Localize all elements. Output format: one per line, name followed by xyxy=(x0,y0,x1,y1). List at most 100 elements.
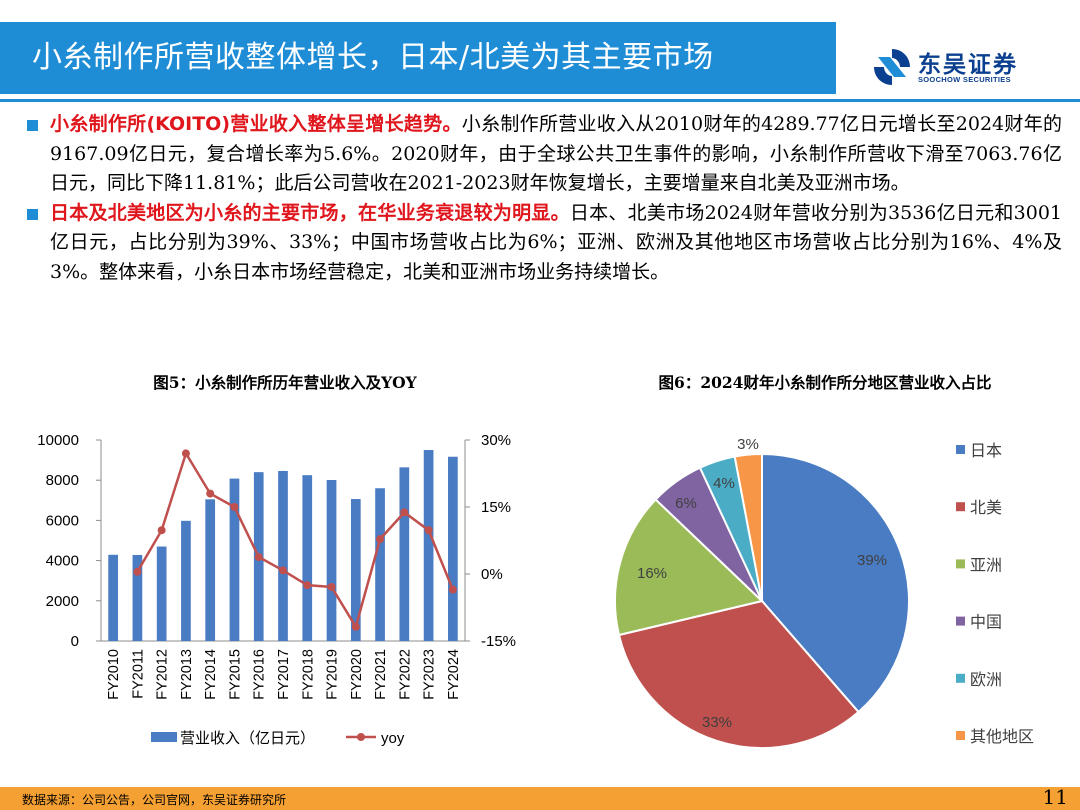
y-right-tick-label: 30% xyxy=(481,432,511,449)
revenue-bar xyxy=(278,470,288,641)
pie-slice-6 xyxy=(733,452,763,602)
yoy-point xyxy=(400,508,409,517)
revenue-bar xyxy=(399,467,410,641)
paragraph-body: 日本、北美市场2024财年营收分别为3536亿日元和3001亿日元，占比分别为3… xyxy=(50,201,1062,283)
revenue-bar xyxy=(423,450,434,641)
logo-name: 东吴证券 xyxy=(918,52,1018,78)
paragraph-highlight: 小糸制作所(KOITO)营业收入整体呈增长趋势。 xyxy=(50,113,462,135)
legend-marker-yoy xyxy=(357,733,365,741)
x-tick-label: FY2023 xyxy=(422,649,438,700)
pie-slice-3 xyxy=(614,498,765,637)
x-tick-label: FY2018 xyxy=(300,649,316,700)
square-bullet-icon xyxy=(27,208,38,220)
yoy-point xyxy=(181,449,190,458)
paragraph-body: 小糸制作所营业收入从2010财年的4289.77亿日元增长至2024财年的916… xyxy=(50,113,1062,194)
yoy-point xyxy=(254,553,263,562)
yoy-point xyxy=(327,582,336,591)
y-right-tick-label: -15% xyxy=(481,633,516,650)
revenue-bar xyxy=(326,479,337,641)
paragraph-revenue: 小糸制作所(KOITO)营业收入整体呈增长趋势。小糸制作所营业收入从2010财年… xyxy=(22,110,1062,199)
yoy-point xyxy=(230,503,239,511)
legend-swatch-revenue xyxy=(151,732,177,742)
x-tick-label: FY2016 xyxy=(252,649,268,700)
revenue-bar xyxy=(375,488,385,641)
legend-label-revenue: 营业收入（亿日元） xyxy=(180,730,315,747)
footer-bar: 数据来源：公司公告，公司官网，东吴证券研究所 11 xyxy=(0,785,1080,810)
yoy-line xyxy=(136,450,455,630)
x-tick-label: FY2015 xyxy=(227,649,243,700)
pie-data-label: 33% xyxy=(702,714,732,731)
y-left-tick-label: 0 xyxy=(71,633,79,650)
pie-legend-swatch xyxy=(956,616,965,626)
revenue-bar xyxy=(229,478,240,641)
pie-data-label: 39% xyxy=(857,552,887,569)
pie-legend-label: 中国 xyxy=(970,614,1002,632)
pie-legend-label: 北美 xyxy=(970,499,1002,517)
title-bar: 小糸制作所营收整体增长，日本/北美为其主要市场 xyxy=(0,22,836,94)
pie-legend-swatch xyxy=(956,445,965,454)
pie-data-label: 3% xyxy=(737,436,759,453)
y-left-tick-label: 8000 xyxy=(46,472,79,489)
y-left-tick-label: 10000 xyxy=(37,432,79,449)
y-left-tick-label: 6000 xyxy=(46,512,79,529)
x-tick-label: FY2011 xyxy=(130,649,146,699)
yoy-point xyxy=(157,526,166,535)
pie-data-label: 6% xyxy=(675,495,697,512)
x-tick-label: FY2010 xyxy=(106,649,122,700)
yoy-point xyxy=(206,489,215,498)
page-title: 小糸制作所营收整体增长，日本/北美为其主要市场 xyxy=(32,40,714,75)
x-tick-label: FY2014 xyxy=(203,649,219,700)
y-left-tick-label: 2000 xyxy=(46,593,79,610)
revenue-bar xyxy=(350,499,361,641)
x-tick-label: FY2021 xyxy=(373,649,389,700)
figure5-title: 图5：小糸制作所历年营业收入及YOY xyxy=(153,373,417,392)
revenue-bar xyxy=(108,554,118,641)
pie-legend-swatch xyxy=(956,502,965,512)
yoy-point xyxy=(424,526,433,535)
x-tick-label: FY2017 xyxy=(276,649,292,700)
pie-legend-swatch xyxy=(956,731,965,740)
revenue-bar xyxy=(156,546,167,641)
revenue-bar xyxy=(132,554,143,641)
revenue-bar xyxy=(448,456,458,641)
paragraph-highlight: 日本及北美地区为小糸的主要市场，在华业务衰退较为明显。 xyxy=(50,201,570,224)
yoy-point xyxy=(376,535,385,544)
brand-logo: 东吴证券 SOOCHOW SECURITIES xyxy=(870,45,1050,89)
yoy-point xyxy=(303,581,312,590)
page-number: 11 xyxy=(1042,785,1068,809)
x-tick-label: FY2012 xyxy=(155,649,171,700)
square-bullet-icon xyxy=(27,120,38,131)
x-tick-label: FY2020 xyxy=(349,649,365,700)
x-tick-label: FY2024 xyxy=(446,649,462,700)
yoy-point xyxy=(351,622,360,631)
pie-legend-label: 亚洲 xyxy=(970,557,1002,574)
x-tick-label: FY2022 xyxy=(397,649,413,700)
y-right-tick-label: 15% xyxy=(481,499,511,516)
yoy-point xyxy=(279,566,287,575)
pie-legend-label: 日本 xyxy=(970,442,1002,460)
charts-canvas: 0 2000 4000 6000 8000 10000 -15% 0% 15% 30% FY2010… xyxy=(37,432,1034,749)
header-divider xyxy=(0,99,1080,102)
pie-data-label: 4% xyxy=(713,475,735,492)
yoy-point xyxy=(448,585,457,594)
x-tick-label: FY2019 xyxy=(325,649,341,700)
y-left-tick-label: 4000 xyxy=(46,553,79,570)
pie-slice-2 xyxy=(617,599,860,749)
logo-subtitle: SOOCHOW SECURITIES xyxy=(918,75,1011,84)
logo-icon xyxy=(874,49,910,85)
pie-legend-swatch xyxy=(956,673,965,683)
pie-legend-swatch xyxy=(956,559,965,569)
data-source: 数据来源：公司公告，公司官网，东吴证券研究所 xyxy=(22,793,287,807)
pie-slice-1 xyxy=(761,452,910,714)
pie-legend-label: 其他地区 xyxy=(970,728,1034,746)
legend-label-yoy: yoy xyxy=(381,730,405,747)
revenue-bar xyxy=(302,475,313,641)
pie-data-label: 16% xyxy=(637,565,667,582)
figure6-title: 图6：2024财年小糸制作所分地区营业收入占比 xyxy=(658,373,992,392)
paragraph-markets: 日本及北美地区为小糸的主要市场，在华业务衰退较为明显。日本、北美市场2024财年… xyxy=(22,199,1062,288)
body-text: 小糸制作所(KOITO)营业收入整体呈增长趋势。小糸制作所营业收入从2010财年… xyxy=(22,110,1062,287)
y-right-tick-label: 0% xyxy=(481,566,503,583)
yoy-point xyxy=(133,567,142,576)
revenue-bar xyxy=(205,499,216,641)
revenue-bar xyxy=(181,520,191,641)
